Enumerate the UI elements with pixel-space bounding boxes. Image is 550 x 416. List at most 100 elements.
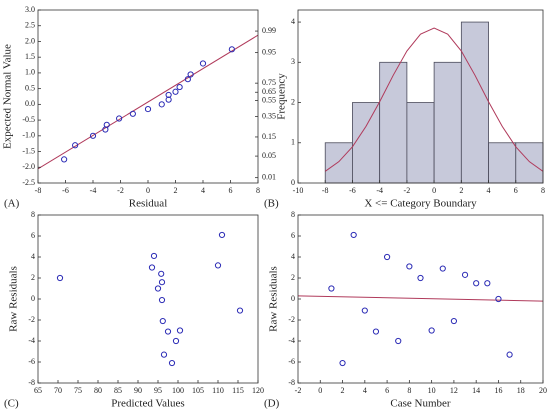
data-point [236,307,244,314]
x-tick-label: -2 [404,186,411,195]
y2-tick-label: 0.95 [262,47,276,56]
fit-line [324,27,543,172]
data-point [164,328,172,335]
y-axis-title: Expected Normal Value [2,44,14,149]
data-point [395,337,402,345]
y-tick-label: 1.0 [25,68,35,77]
data-point [473,280,480,287]
data-point [158,279,166,286]
data-point [148,264,156,271]
data-point [172,337,180,345]
histogram-bar [352,102,381,184]
y-tick-label: 2 [291,97,295,106]
y-tick-label: -6 [288,357,295,366]
data-point [89,132,97,139]
x-axis-title: X <= Category Boundary [364,198,477,210]
histogram-bar [379,61,408,184]
y2-tick-label: 0.05 [262,151,276,160]
x-tick-label: 0 [318,386,322,395]
y-axis-title: Raw Residuals [268,266,280,332]
x-axis-title: Predicted Values [111,398,184,410]
histogram-bar [433,61,462,184]
y-tick-label: 2 [31,273,35,282]
data-point [199,60,207,67]
histogram-bar [515,142,544,184]
x-tick-label: 14 [472,386,480,395]
x-tick-label: 4 [201,186,205,195]
x-tick-label: 8 [256,186,260,195]
y-tick-label: 8 [31,210,35,219]
y-tick-label: 3.0 [25,5,35,14]
y-tick-label: 0 [31,294,35,303]
data-point [214,262,222,269]
data-point [383,253,391,261]
panel-label: (C) [4,398,19,410]
data-point [176,83,183,91]
x-tick-label: 2 [341,386,345,395]
data-point [172,88,179,95]
y-tick-label: -2 [288,315,295,324]
panel-label: (D) [264,398,280,410]
x-tick-label: 2 [174,186,178,195]
data-point [484,280,491,287]
x-tick-label: -6 [62,186,69,195]
data-point [495,295,502,303]
x-tick-label: -8 [322,186,329,195]
data-point [168,359,176,367]
y-tick-label: 2.5 [25,21,35,30]
data-point [176,327,184,334]
y2-tick-label: 0.15 [262,132,276,141]
y-tick-label: 8 [291,210,295,219]
y-tick-label: 6 [291,231,295,240]
x-tick-label: 6 [385,386,389,395]
y-tick-label: 2.0 [25,36,35,45]
data-point [160,351,168,358]
histogram-bar [324,142,353,184]
x-tick-label: 0 [146,186,150,195]
x-tick-label: 75 [74,386,82,395]
data-point [129,110,136,117]
x-tick-label: 120 [252,386,264,395]
histogram-bar [460,21,489,184]
data-point [506,351,513,358]
x-tick-label: -10 [293,186,304,195]
y-tick-label: -2 [28,315,35,324]
y-tick-label: -1.0 [22,131,35,140]
y-tick-label: 6 [31,231,35,240]
y-tick-label: 0 [291,178,295,187]
data-point [165,91,172,99]
plot-frame [297,214,544,384]
x-tick-label: 0 [432,186,436,195]
data-point [328,285,335,292]
x-tick-label: -2 [117,186,124,195]
y-tick-label: -2.5 [22,178,35,187]
x-tick-label: 65 [34,386,42,395]
y-tick-label: 4 [291,17,295,26]
y-tick-label: -4 [28,336,35,345]
x-tick-label: 80 [94,386,102,395]
x-tick-label: 105 [192,386,204,395]
y2-tick-label: 0.99 [262,26,276,35]
y2-tick-label: 0.55 [262,95,276,104]
data-point [372,328,380,335]
fit-line [38,34,258,170]
x-axis-title: Residual [129,198,168,210]
y-tick-label: -0.5 [22,115,35,124]
data-point [72,142,79,149]
data-point [339,359,346,367]
histogram-bar [406,102,435,184]
x-tick-label: 18 [517,386,525,395]
data-point [406,263,413,270]
x-tick-label: 90 [134,386,142,395]
x-tick-label: 95 [154,386,162,395]
plot-frame [37,9,259,184]
data-point [228,46,235,53]
histogram-bar [488,142,517,184]
y-tick-label: 4 [291,252,295,261]
y-tick-label: -4 [288,336,295,345]
y-tick-label: -2.0 [22,162,35,171]
data-point [154,285,162,292]
data-point [158,101,165,108]
data-point [417,274,424,282]
